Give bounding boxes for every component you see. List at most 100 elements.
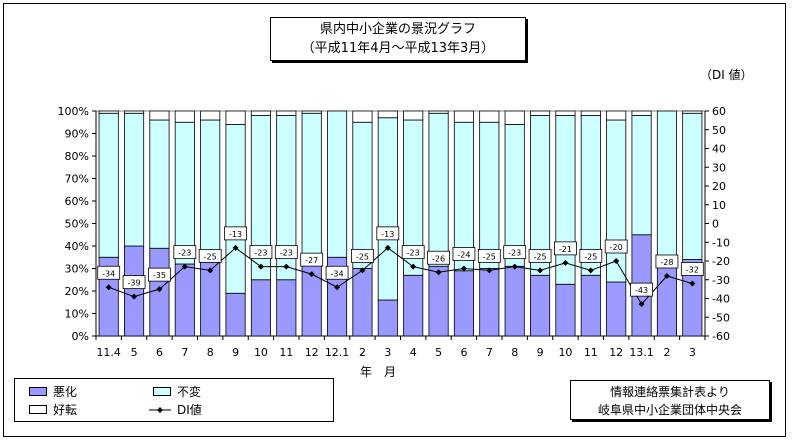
x-axis-tick-label: 2 [663, 346, 670, 359]
di-data-label: -26 [432, 254, 445, 263]
x-axis-label: 年 月 [360, 365, 396, 379]
di-data-label-box [604, 239, 628, 254]
legend-swatch-unchanged [153, 387, 171, 396]
legend-label-better: 好転 [53, 403, 78, 417]
bar-better [149, 110, 170, 121]
right-axis-tick-label: -40 [712, 293, 730, 306]
di-data-label: -21 [559, 245, 572, 254]
chart-frame [3, 3, 786, 437]
bar-unchanged [149, 119, 170, 249]
di-data-label: -23 [254, 249, 267, 258]
di-data-label-box [148, 267, 171, 282]
di-point [334, 284, 341, 291]
di-data-label-box [579, 248, 603, 263]
x-axis-tick-label: 3 [689, 346, 696, 359]
x-axis-tick-label: 5 [131, 346, 138, 359]
di-data-label-box [427, 250, 450, 265]
di-data-label-box [376, 226, 400, 241]
left-axis-tick-label: 60% [65, 195, 89, 208]
right-axis-tick-label: -60 [712, 330, 730, 343]
x-axis-tick-label: 11 [584, 346, 598, 359]
di-point [638, 301, 645, 308]
di-data-label: -25 [356, 252, 369, 261]
x-axis-tick-label: 7 [486, 346, 493, 359]
di-data-label: -25 [483, 252, 496, 261]
bar-worse [276, 279, 297, 337]
source-line-1: 情報連絡票集計表より [610, 385, 730, 399]
bar-worse [250, 279, 271, 337]
bar-better [124, 110, 145, 114]
left-axis-tick-label: 50% [65, 218, 89, 231]
di-point [663, 273, 670, 279]
bar-worse [352, 268, 373, 337]
bar-unchanged [682, 112, 703, 260]
bar-better [504, 110, 525, 125]
bar-worse [479, 268, 500, 337]
bar-worse [428, 265, 449, 337]
bar-unchanged [479, 121, 500, 269]
right-axis-tick-label: -30 [712, 274, 730, 287]
x-axis-tick-label: 8 [511, 346, 518, 359]
di-data-label-box [554, 241, 577, 256]
x-axis-tick-label: 9 [232, 346, 239, 359]
x-axis-tick-label: 5 [435, 346, 442, 359]
x-axis-tick-label: 8 [207, 346, 214, 359]
bar-better [200, 110, 221, 121]
legend-label-worse: 悪化 [53, 385, 78, 399]
di-data-label: -35 [153, 271, 166, 280]
bar-unchanged [428, 112, 449, 267]
di-data-label-box [224, 226, 247, 241]
di-point [613, 258, 620, 264]
di-data-label: -23 [178, 249, 191, 258]
left-axis-tick-label: 100% [58, 105, 89, 118]
x-axis-tick-label: 11 [279, 346, 293, 359]
di-point [689, 280, 696, 287]
bar-worse [174, 263, 195, 337]
bar-better [276, 110, 297, 116]
di-point [460, 265, 467, 272]
x-axis-tick-label: 11.4 [96, 346, 121, 359]
bar-unchanged [555, 115, 576, 285]
bar-better [682, 110, 703, 114]
bar-better [479, 110, 500, 123]
di-data-label-box [401, 245, 425, 260]
di-data-label: -25 [204, 252, 217, 261]
di-data-label-box [300, 252, 324, 267]
di-point [537, 267, 544, 274]
x-axis-tick-label: 6 [156, 346, 163, 359]
chart-title: 県内中小企業の景況グラフ [319, 22, 476, 37]
bar-worse [453, 270, 474, 337]
left-axis-tick-label: 10% [65, 308, 89, 321]
di-point [435, 269, 442, 276]
left-axis-tick-label: 30% [65, 263, 89, 276]
x-axis-tick-label: 6 [460, 346, 467, 359]
di-point [207, 267, 214, 274]
x-axis-tick-label: 2 [359, 346, 366, 359]
di-data-label: -13 [381, 230, 394, 239]
x-axis-tick-label: 3 [384, 346, 391, 359]
bar-worse [225, 292, 246, 337]
legend-label-di: DI値 [177, 403, 202, 417]
di-line [108, 247, 693, 305]
bar-unchanged [504, 124, 525, 267]
di-data-label: -23 [280, 249, 293, 258]
bar-worse [555, 283, 576, 337]
right-axis-tick-label: 40 [712, 143, 726, 156]
bar-better [453, 110, 474, 123]
right-axis-tick-label: -20 [712, 255, 730, 268]
bar-unchanged [200, 119, 221, 263]
di-data-label: -34 [331, 269, 344, 278]
di-data-label-box [173, 245, 197, 260]
di-point [384, 244, 391, 251]
di-point [486, 267, 493, 274]
di-data-label-box [198, 248, 222, 263]
x-axis-tick-label: 4 [410, 346, 417, 359]
di-data-label: -24 [457, 251, 470, 260]
left-axis-tick-label: 0% [72, 330, 89, 343]
bar-unchanged [606, 119, 627, 283]
bar-better [352, 110, 373, 123]
bar-better [98, 110, 119, 114]
di-point [105, 284, 112, 291]
bar-unchanged [631, 115, 652, 236]
